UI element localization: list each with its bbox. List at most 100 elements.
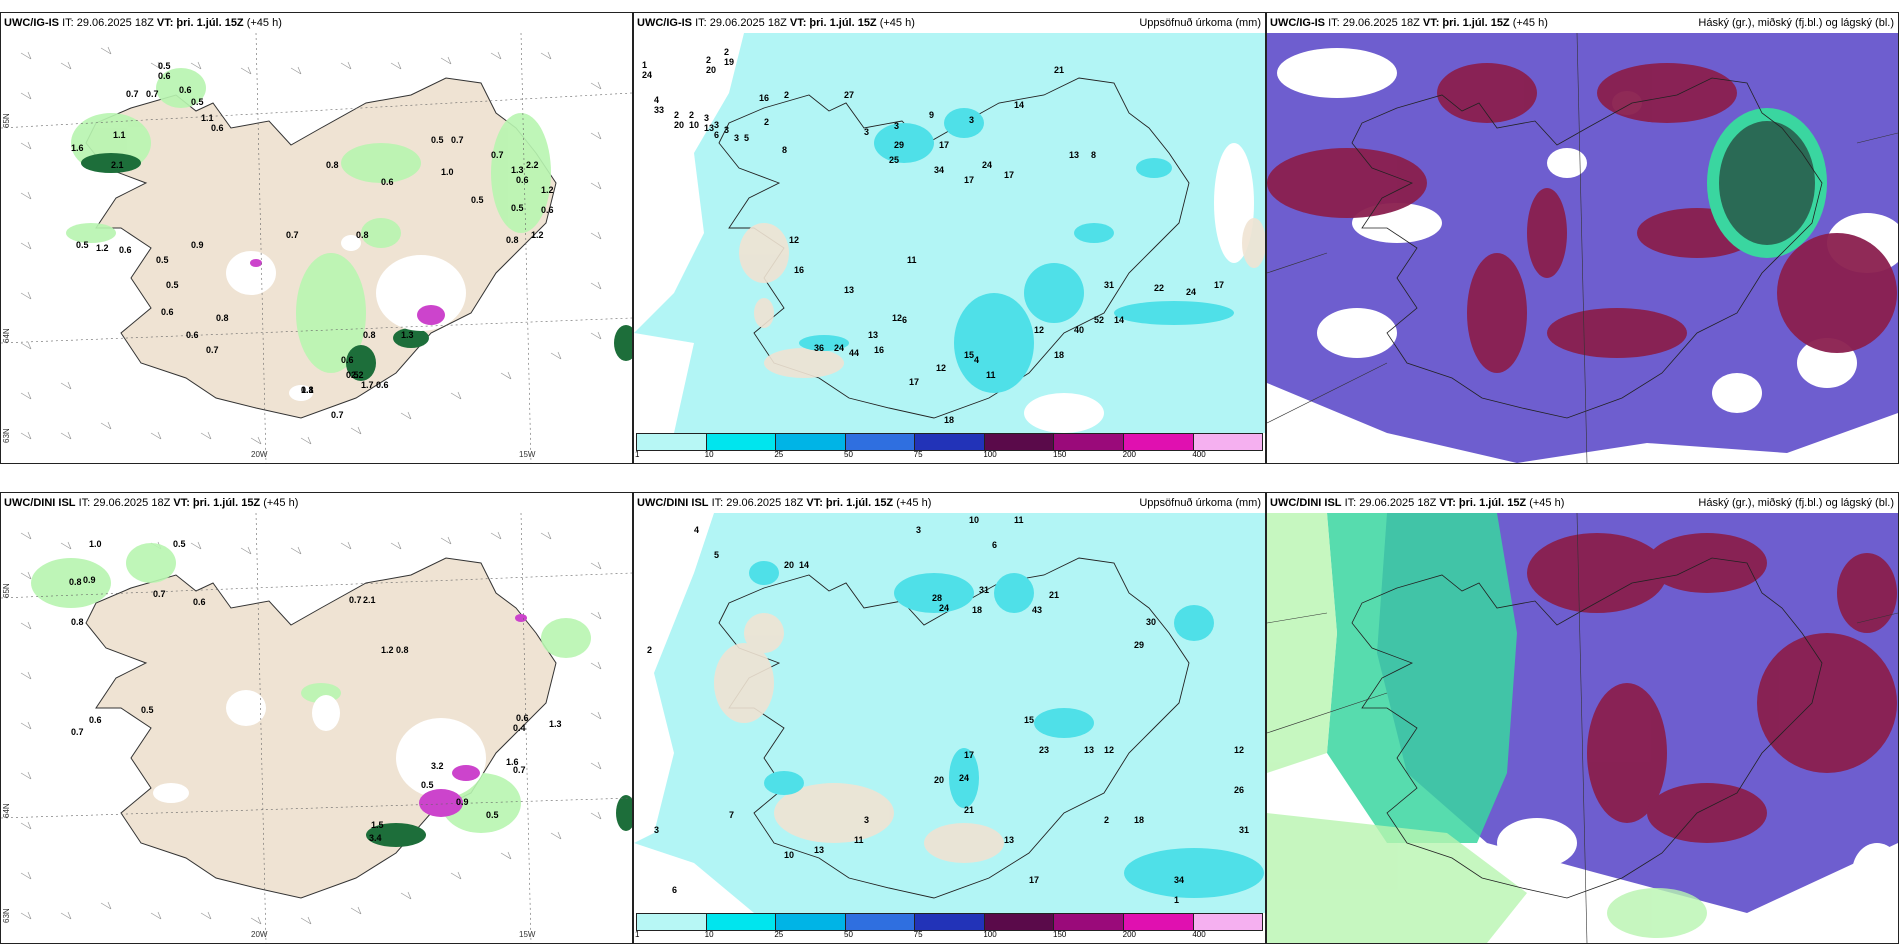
value-label: 1.2	[96, 243, 109, 253]
value-label: 13	[1084, 745, 1094, 755]
value-label: 24	[939, 603, 949, 613]
value-label: 3	[704, 113, 709, 123]
value-label: 15	[1024, 715, 1034, 725]
value-label: 8	[782, 145, 787, 155]
value-label: 3.2	[431, 761, 444, 771]
colorbar-boxes	[636, 913, 1263, 931]
value-label: 0.6	[158, 71, 171, 81]
value-label: 0.5	[486, 810, 499, 820]
colorbar-segment	[1054, 434, 1124, 450]
value-label: 1.2	[381, 645, 394, 655]
map-canvas: 20W 15W 65N 64N 63N 0.50.7 0.7 0.60.51.10.…	[1, 33, 632, 463]
init-time: IT: 29.06.2025 18Z	[1344, 497, 1437, 509]
colorbar-tick-label: 25	[774, 450, 784, 459]
value-label: 0.7	[126, 89, 139, 99]
lat-label-63n: 63N	[2, 428, 11, 443]
value-label: 5	[744, 133, 749, 143]
value-label: 17	[1029, 875, 1039, 885]
colorbar-segment	[984, 914, 1055, 930]
lon-label-20w: 20W	[251, 930, 268, 939]
value-label: 2	[764, 117, 769, 127]
value-label: 6	[672, 885, 677, 895]
value-label: 40	[1074, 325, 1084, 335]
value-label: 20	[934, 775, 944, 785]
map-panel-igis-precip-type[interactable]: UWC/IG-IS IT: 29.06.2025 18Z VT: þri. 1.…	[0, 12, 633, 464]
value-label: 0.6	[119, 245, 132, 255]
colorbar-segment	[637, 914, 707, 930]
panel-header: UWC/DINI ISL IT: 29.06.2025 18Z VT: þri.…	[1, 493, 632, 513]
panel-header: UWC/DINI ISL IT: 29.06.2025 18Z VT: þri.…	[634, 493, 1265, 513]
value-label: 14	[1114, 315, 1124, 325]
colorbar-segment	[915, 434, 985, 450]
value-label: 3	[969, 115, 974, 125]
value-label: 24	[834, 343, 844, 353]
value-label: 2	[724, 47, 729, 57]
value-label: 21	[964, 805, 974, 815]
colorbar-tick-label: 10	[704, 930, 714, 939]
value-label: 2	[647, 645, 652, 655]
low-cloud	[1327, 513, 1517, 843]
map-panel-dini-precip-accum[interactable]: UWC/DINI ISL IT: 29.06.2025 18Z VT: þri.…	[633, 492, 1266, 944]
value-label: 17	[1004, 170, 1014, 180]
map-panel-dini-clouds[interactable]: UWC/DINI ISL IT: 29.06.2025 18Z VT: þri.…	[1266, 492, 1899, 944]
value-label: 0.6	[186, 330, 199, 340]
value-label: 2	[784, 90, 789, 100]
value-label: 21	[1054, 65, 1064, 75]
value-label: 2	[689, 110, 694, 120]
value-label: 0.6	[179, 85, 192, 95]
value-label: 1.1	[201, 113, 214, 123]
value-label: 17	[909, 377, 919, 387]
value-label: 23	[1039, 745, 1049, 755]
value-label: 12	[789, 235, 799, 245]
value-label: 2.2	[351, 370, 364, 380]
init-time: IT: 29.06.2025 18Z	[62, 17, 154, 29]
value-label: 17	[1214, 280, 1224, 290]
panel-title: Háský (gr.), miðský (fj.bl.) og lágský (…	[1698, 497, 1894, 509]
init-time: IT: 29.06.2025 18Z	[711, 497, 804, 509]
value-label: 3	[894, 121, 899, 131]
value-label: 24	[642, 70, 652, 80]
model-name: UWC/DINI ISL	[637, 497, 709, 509]
value-label: 0.6	[516, 175, 529, 185]
value-label: 0.5	[346, 370, 359, 380]
value-label: 17	[964, 750, 974, 760]
graticule	[1267, 33, 1898, 463]
value-label: 22	[1154, 283, 1164, 293]
map-panel-dini-precip-type[interactable]: UWC/DINI ISL IT: 29.06.2025 18Z VT: þri.…	[0, 492, 633, 944]
map-panel-igis-precip-accum[interactable]: UWC/IG-IS IT: 29.06.2025 18Z VT: þri. 1.…	[633, 12, 1266, 464]
value-label: 0.9	[83, 575, 96, 585]
value-label: 0.7	[451, 135, 464, 145]
value-label: 3.4	[369, 833, 382, 843]
value-label: 3	[724, 125, 729, 135]
value-label: 31	[979, 585, 989, 595]
colorbar-tick-label: 400	[1192, 450, 1206, 459]
value-label: 0.6	[541, 205, 554, 215]
value-label: 2.1	[111, 160, 124, 170]
panel-title: Háský (gr.), miðský (fj.bl.) og lágský (…	[1698, 17, 1894, 29]
colorbar-segment	[915, 914, 985, 930]
value-label: 10	[969, 515, 979, 525]
colorbar-segment	[1193, 914, 1263, 930]
colorbar-segment	[637, 434, 707, 450]
map-panel-igis-clouds[interactable]: UWC/IG-IS IT: 29.06.2025 18Z VT: þri. 1.…	[1266, 12, 1899, 464]
value-label: 10	[689, 120, 699, 130]
value-label: 24	[1186, 287, 1196, 297]
value-label: 12	[1234, 745, 1244, 755]
value-label: 17	[964, 175, 974, 185]
value-label: 2	[706, 55, 711, 65]
value-label: 0.5	[166, 280, 179, 290]
colorbar-tick-label: 25	[774, 930, 784, 939]
value-label: 17	[939, 140, 949, 150]
value-label: 0.8	[326, 160, 339, 170]
value-label: 1	[1174, 895, 1179, 905]
colorbar-tick-label: 50	[844, 930, 853, 939]
value-label: 0.9	[191, 240, 204, 250]
value-label: 4	[654, 95, 659, 105]
value-label: 12	[892, 313, 902, 323]
value-label: 0.6	[341, 355, 354, 365]
init-time: IT: 29.06.2025 18Z	[1328, 17, 1420, 29]
graticule	[1, 33, 632, 463]
value-label: 1.3	[401, 330, 414, 340]
value-label: 13	[814, 845, 824, 855]
graticule	[1267, 513, 1898, 943]
